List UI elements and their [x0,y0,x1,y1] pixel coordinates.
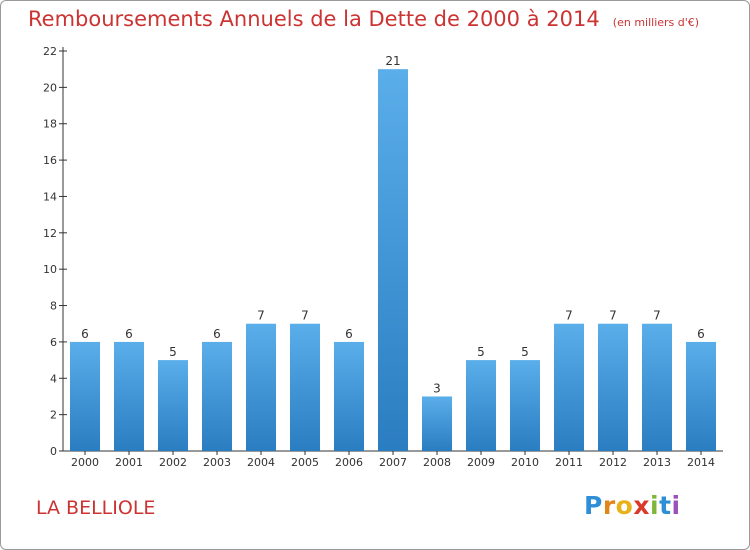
place-name: LA BELLIOLE [36,497,156,519]
bar [686,341,716,451]
logo-letter: P [584,491,603,520]
x-tick-label: 2001 [115,456,143,469]
x-tick-label: 2007 [379,456,407,469]
y-tick-label: 2 [50,409,57,422]
data-label: 6 [345,327,353,341]
chart-title: Remboursements Annuels de la Dette de 20… [28,7,600,31]
bar [642,323,672,451]
y-tick-label: 18 [43,118,57,131]
y-tick-label: 22 [43,45,57,58]
data-label: 7 [301,309,309,323]
x-tick-label: 2006 [335,456,363,469]
data-label: 5 [521,345,529,359]
bar [422,396,452,451]
logo-letter: x [633,491,650,520]
bar [378,69,408,451]
title-block: Remboursements Annuels de la Dette de 20… [28,7,699,31]
data-label: 7 [653,309,661,323]
x-tick-label: 2008 [423,456,451,469]
logo-letter: r [602,491,616,520]
data-label: 7 [565,309,573,323]
y-tick-label: 14 [43,190,57,203]
data-label: 21 [385,54,400,68]
data-label: 7 [609,309,617,323]
y-tick-label: 0 [50,445,57,458]
y-tick-label: 6 [50,336,57,349]
bar [510,360,540,451]
logo-letter: i [650,491,660,520]
data-label: 6 [213,327,221,341]
logo-letter: t [659,491,672,520]
y-tick-label: 12 [43,227,57,240]
x-tick-label: 2009 [467,456,495,469]
data-label: 6 [81,327,89,341]
bar [70,341,100,451]
chart-subtitle: (en milliers d'€) [612,16,700,29]
y-tick-label: 16 [43,154,57,167]
y-tick-label: 8 [50,300,57,313]
x-tick-label: 2013 [643,456,671,469]
x-tick-label: 2003 [203,456,231,469]
x-tick-label: 2012 [599,456,627,469]
logo-letter: i [671,491,681,520]
x-tick-label: 2000 [71,456,99,469]
logo-letter: o [615,491,634,520]
data-label: 7 [257,309,265,323]
bar [114,341,144,451]
bar [202,341,232,451]
data-label: 6 [125,327,133,341]
x-tick-label: 2005 [291,456,319,469]
data-label: 3 [433,381,441,395]
bar [334,341,364,451]
data-label: 5 [477,345,485,359]
y-tick-label: 4 [50,372,57,385]
x-tick-label: 2002 [159,456,187,469]
x-tick-label: 2010 [511,456,539,469]
y-tick-label: 20 [43,81,57,94]
bar [598,323,628,451]
proxiti-logo: Proxiti [584,491,681,520]
data-label: 6 [697,327,705,341]
data-label: 5 [169,345,177,359]
x-tick-label: 2014 [687,456,715,469]
bar [246,323,276,451]
bar [290,323,320,451]
bar [158,360,188,451]
x-tick-label: 2004 [247,456,275,469]
x-tick-label: 2011 [555,456,583,469]
bar [466,360,496,451]
y-tick-label: 10 [43,263,57,276]
bar [554,323,584,451]
